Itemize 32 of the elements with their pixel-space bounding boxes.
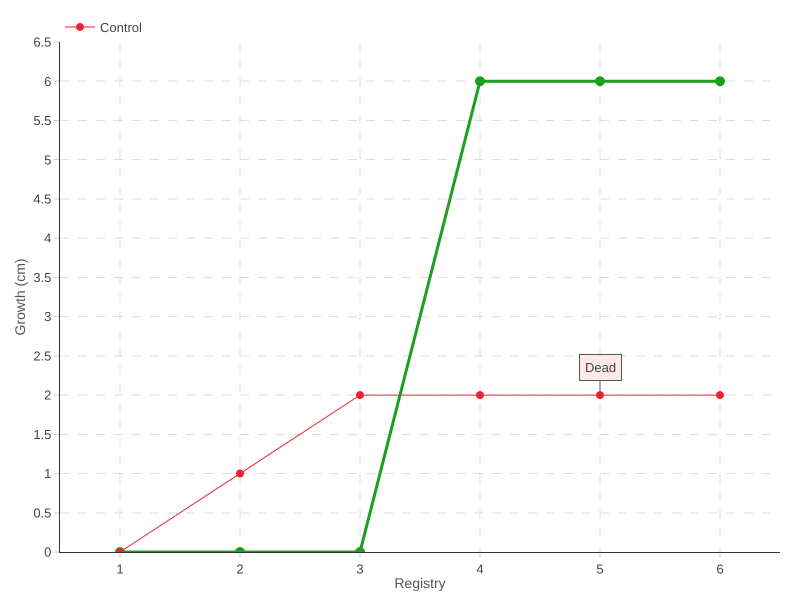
- y-tick-label: 3.5: [33, 270, 52, 285]
- x-tick-label: 3: [356, 562, 364, 577]
- point: [596, 391, 604, 400]
- x-tick-label: 6: [716, 562, 724, 577]
- point: [476, 391, 484, 400]
- x-tick-label: 2: [236, 562, 244, 577]
- y-tick-label: 5: [44, 152, 52, 168]
- y-tick-label: 2.5: [33, 348, 52, 364]
- y-tick-label: 4.5: [33, 191, 52, 206]
- x-tick-label: 5: [596, 562, 604, 577]
- point: [595, 76, 605, 86]
- x-axis-title: Registry: [394, 574, 446, 591]
- point: [716, 391, 724, 400]
- point: [475, 76, 485, 86]
- y-tick-label: 5.5: [33, 113, 52, 128]
- x-tick-label: 4: [476, 562, 484, 577]
- y-tick-label: 1.5: [33, 426, 52, 442]
- y-tick-label: 2: [44, 388, 52, 403]
- y-tick-label: 1: [44, 466, 52, 482]
- y-tick-label: 0: [44, 544, 52, 560]
- point: [715, 76, 725, 86]
- annotation: Dead: [585, 360, 616, 375]
- y-tick-label: 0.5: [33, 505, 52, 520]
- y-axis-title: Growth (cm): [12, 258, 28, 336]
- legend-label: Control: [100, 20, 142, 36]
- y-tick-label: 3: [44, 309, 52, 324]
- point: [236, 470, 244, 478]
- y-tick-label: 4: [44, 230, 52, 246]
- y-tick-label: 6.5: [33, 34, 52, 50]
- x-tick-label: 1: [116, 562, 124, 577]
- y-tick-label: 6: [44, 74, 52, 89]
- point: [356, 391, 364, 400]
